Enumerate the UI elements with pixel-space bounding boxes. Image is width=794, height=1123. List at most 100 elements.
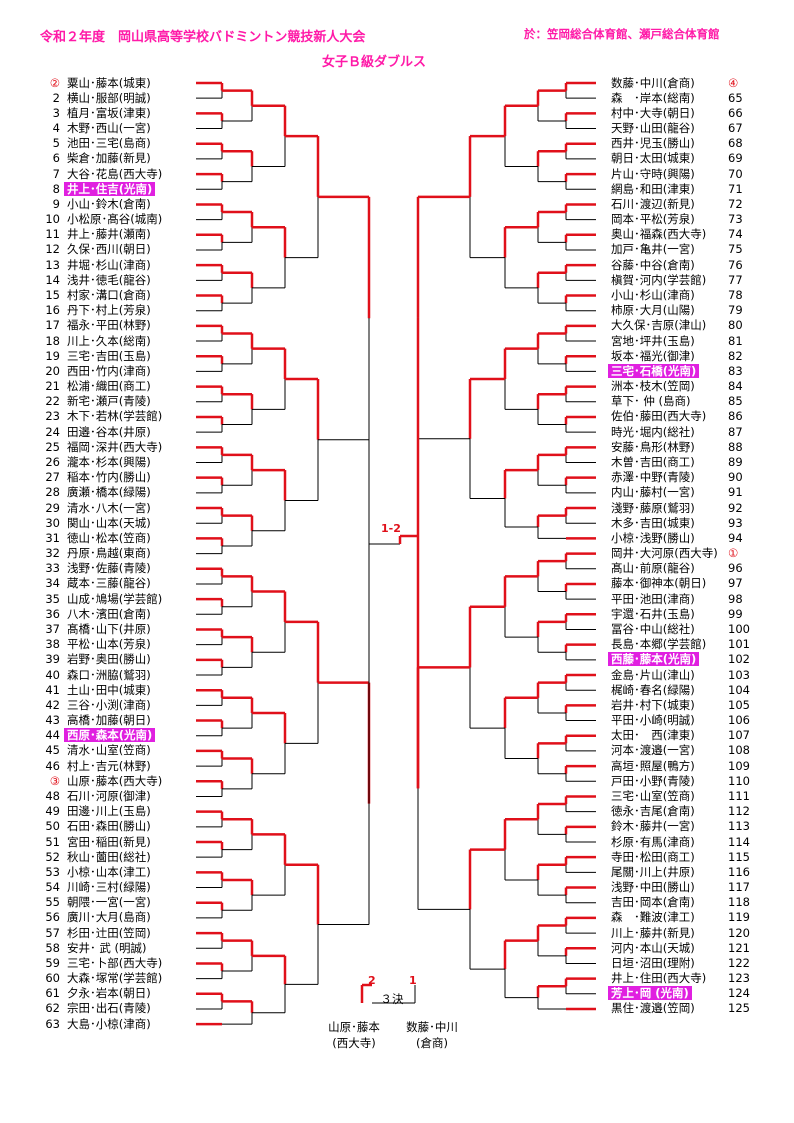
team-name: 浅野･中田(勝山)	[611, 880, 695, 895]
entry-name: 村家･溝口(倉商)	[67, 288, 151, 303]
highlighted-team: 芳上･岡 (光南)	[608, 986, 692, 1001]
entry-seed: 107	[728, 728, 750, 743]
team-name: 時光･堀内(総社)	[611, 424, 695, 439]
team-name: 杉原･有馬(津商)	[611, 834, 695, 849]
entry-name: 藤本･御神本(朝日)	[611, 576, 706, 591]
entry-seed: ②	[49, 75, 60, 90]
entry-seed: 96	[728, 561, 743, 576]
team-name: 福永･平田(林野)	[67, 318, 151, 333]
entry-name: 日垣･沼田(理附)	[611, 956, 695, 971]
entry-seed: 37	[45, 621, 60, 636]
entry-name: 田邊･川上(玉島)	[67, 804, 151, 819]
entry-seed: 71	[728, 181, 743, 196]
entry-seed: 74	[728, 227, 743, 242]
entry-name: 横山･服部(明誠)	[67, 91, 151, 106]
third-place-right-name: 数藤･中川	[406, 1020, 458, 1034]
team-name: 関山･山本(天城)	[67, 515, 151, 530]
entry-name: 尾關･川上(井原)	[611, 865, 695, 880]
entry-name: 西藤･藤本(光南)	[608, 652, 700, 667]
team-name: 森 ･難波(津工)	[611, 910, 695, 925]
team-name: 赤澤･中野(青陵)	[611, 470, 695, 485]
entry-seed: 85	[728, 394, 743, 409]
entry-seed: 100	[728, 621, 750, 636]
entry-name: 稲本･竹内(勝山)	[67, 470, 151, 485]
entry-seed: 2	[52, 90, 60, 105]
team-name: 高垣･照屋(鴨方)	[611, 758, 695, 773]
third-place-left-school: (西大寺)	[332, 1036, 376, 1050]
entry-name: 朝日･太田(城東)	[611, 151, 695, 166]
entry-name: 徳山･松本(笠商)	[67, 531, 151, 546]
entry-seed: 81	[728, 333, 743, 348]
team-name: 吉田･岡本(倉南)	[611, 895, 695, 910]
team-name: 小椋･浅野(勝山)	[611, 530, 695, 545]
entry-seed: 63	[45, 1016, 60, 1031]
team-name: 槇賀･河内(学芸館)	[611, 272, 707, 287]
entry-seed: 33	[45, 561, 60, 576]
entry-seed: 99	[728, 606, 743, 621]
entry-name: 井堀･杉山(津商)	[67, 258, 151, 273]
entry-seed: 88	[728, 439, 743, 454]
entry-name: 高垣･照屋(鴨方)	[611, 759, 695, 774]
team-name: 寺田･松田(商工)	[611, 849, 695, 864]
entry-name: 杉原･有馬(津商)	[611, 835, 695, 850]
entry-name: 平松･山本(芳泉)	[67, 637, 151, 652]
entry-name: 瀧本･杉本(興陽)	[67, 455, 151, 470]
entry-seed: 123	[728, 971, 750, 986]
team-name: 大久保･吉原(津山)	[611, 318, 707, 333]
entry-seed: 114	[728, 834, 750, 849]
entry-name: 朝隈･一宮(一宮)	[67, 895, 151, 910]
entry-seed: 101	[728, 637, 750, 652]
team-name: 杉田･辻田(笠岡)	[67, 925, 151, 940]
team-name: 西田･竹内(津商)	[67, 363, 151, 378]
entry-seed: 5	[52, 136, 60, 151]
team-name: 坂本･福光(御津)	[611, 348, 695, 363]
entry-name: 西原･森本(光南)	[64, 728, 156, 743]
entry-name: 大島･小椋(津商)	[67, 1017, 151, 1032]
entry-name: 浅井･徳毛(龍谷)	[67, 273, 151, 288]
third-place-label: ３決	[380, 992, 404, 1006]
team-name: 木多･吉田(城東)	[611, 515, 695, 530]
entry-seed: 59	[45, 955, 60, 970]
entry-seed: 58	[45, 940, 60, 955]
entry-seed: 53	[45, 864, 60, 879]
highlighted-team: 西藤･藤本(光南)	[608, 652, 700, 667]
entry-seed: 46	[45, 758, 60, 773]
entry-seed: 97	[728, 576, 743, 591]
entry-seed: 10	[45, 212, 60, 227]
team-name: 加戸･亀井(一宮)	[611, 242, 695, 257]
team-name: 植月･富坂(津東)	[67, 105, 151, 120]
entry-name: 大森･塚常(学芸館)	[67, 971, 162, 986]
entry-name: 夕永･岩本(朝日)	[67, 986, 151, 1001]
team-name: 宮地･坪井(玉島)	[611, 333, 695, 348]
team-name: 安藤･鳥形(林野)	[611, 439, 695, 454]
entry-name: 戸田･小野(青陵)	[611, 774, 695, 789]
entry-seed: ④	[728, 75, 739, 90]
entry-name: 村上･吉元(林野)	[67, 759, 151, 774]
entry-name: 秋山･薗田(総社)	[67, 850, 151, 865]
entry-seed: 20	[45, 363, 60, 378]
team-name: 井堀･杉山(津商)	[67, 257, 151, 272]
entry-name: 廣川･大月(島商)	[67, 910, 151, 925]
entry-seed: 22	[45, 394, 60, 409]
entry-name: 清水･八木(一宮)	[67, 501, 151, 516]
entry-name: 井上･住田(西大寺)	[611, 971, 706, 986]
entry-name: 太田･ 西(津東)	[611, 728, 695, 743]
entry-name: 西田･竹内(津商)	[67, 364, 151, 379]
entry-name: 長島･本郷(学芸館)	[611, 637, 706, 652]
team-name: 平田･小崎(明誠)	[611, 713, 695, 728]
entry-seed: 38	[45, 637, 60, 652]
team-name: 山成･鳩場(学芸館)	[67, 591, 163, 606]
team-name: 朝隈･一宮(一宮)	[67, 895, 151, 910]
entry-seed: 91	[728, 485, 743, 500]
entry-seed: 50	[45, 819, 60, 834]
entry-name: 田邉･谷本(井原)	[67, 425, 151, 440]
entry-seed: 75	[728, 242, 743, 257]
entry-name: 安藤･鳥形(林野)	[611, 440, 695, 455]
team-name: 石川･渡辺(新見)	[611, 196, 695, 211]
entry-seed: 6	[52, 151, 60, 166]
entry-name: 草下･ 仲 (島商)	[611, 394, 691, 409]
entry-seed: 7	[52, 166, 60, 181]
entry-name: 小山･杉山(津商)	[611, 288, 695, 303]
entry-seed: 68	[728, 136, 743, 151]
